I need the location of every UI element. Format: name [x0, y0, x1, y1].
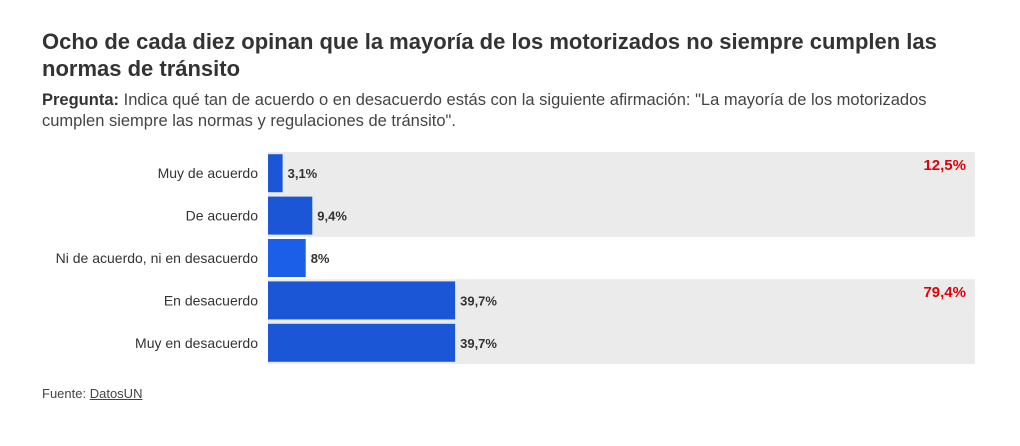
group-background-1 — [268, 152, 975, 237]
category-label-1: Muy de acuerdo — [158, 165, 259, 181]
bar-2 — [268, 196, 313, 235]
category-label-3: Ni de acuerdo, ni en desacuerdo — [56, 250, 259, 266]
question-text: Pregunta: Indica qué tan de acuerdo o en… — [42, 90, 972, 132]
chart-title: Ocho de cada diez opinan que la mayoría … — [42, 29, 937, 81]
category-label-4: En desacuerdo — [164, 292, 258, 308]
value-label-1: 3,1% — [288, 166, 318, 181]
category-label-5: Muy en desacuerdo — [135, 335, 258, 351]
source-note: Fuente: DatosUN — [42, 386, 142, 401]
bar-3 — [268, 239, 306, 277]
group-total-label-1: 12,5% — [923, 157, 966, 174]
bar-4 — [268, 281, 456, 320]
value-label-2: 9,4% — [317, 209, 347, 224]
source-label: Fuente: — [42, 386, 87, 401]
value-label-3: 8% — [311, 251, 330, 266]
category-label-2: De acuerdo — [186, 208, 259, 224]
bar-5 — [268, 323, 456, 362]
bar-1 — [268, 154, 283, 193]
value-label-4: 39,7% — [460, 293, 497, 308]
question-label: Pregunta: — [42, 91, 120, 109]
bar-chart: 12,5% 79,4% Muy de acuerdo 3,1% De acuerdo 9,… — [56, 152, 975, 364]
source-link[interactable]: DatosUN — [89, 386, 143, 401]
value-label-5: 39,7% — [460, 336, 497, 351]
question-body: Indica qué tan de acuerdo o en desacuerd… — [42, 91, 927, 130]
group-total-label-2: 79,4% — [923, 284, 966, 301]
